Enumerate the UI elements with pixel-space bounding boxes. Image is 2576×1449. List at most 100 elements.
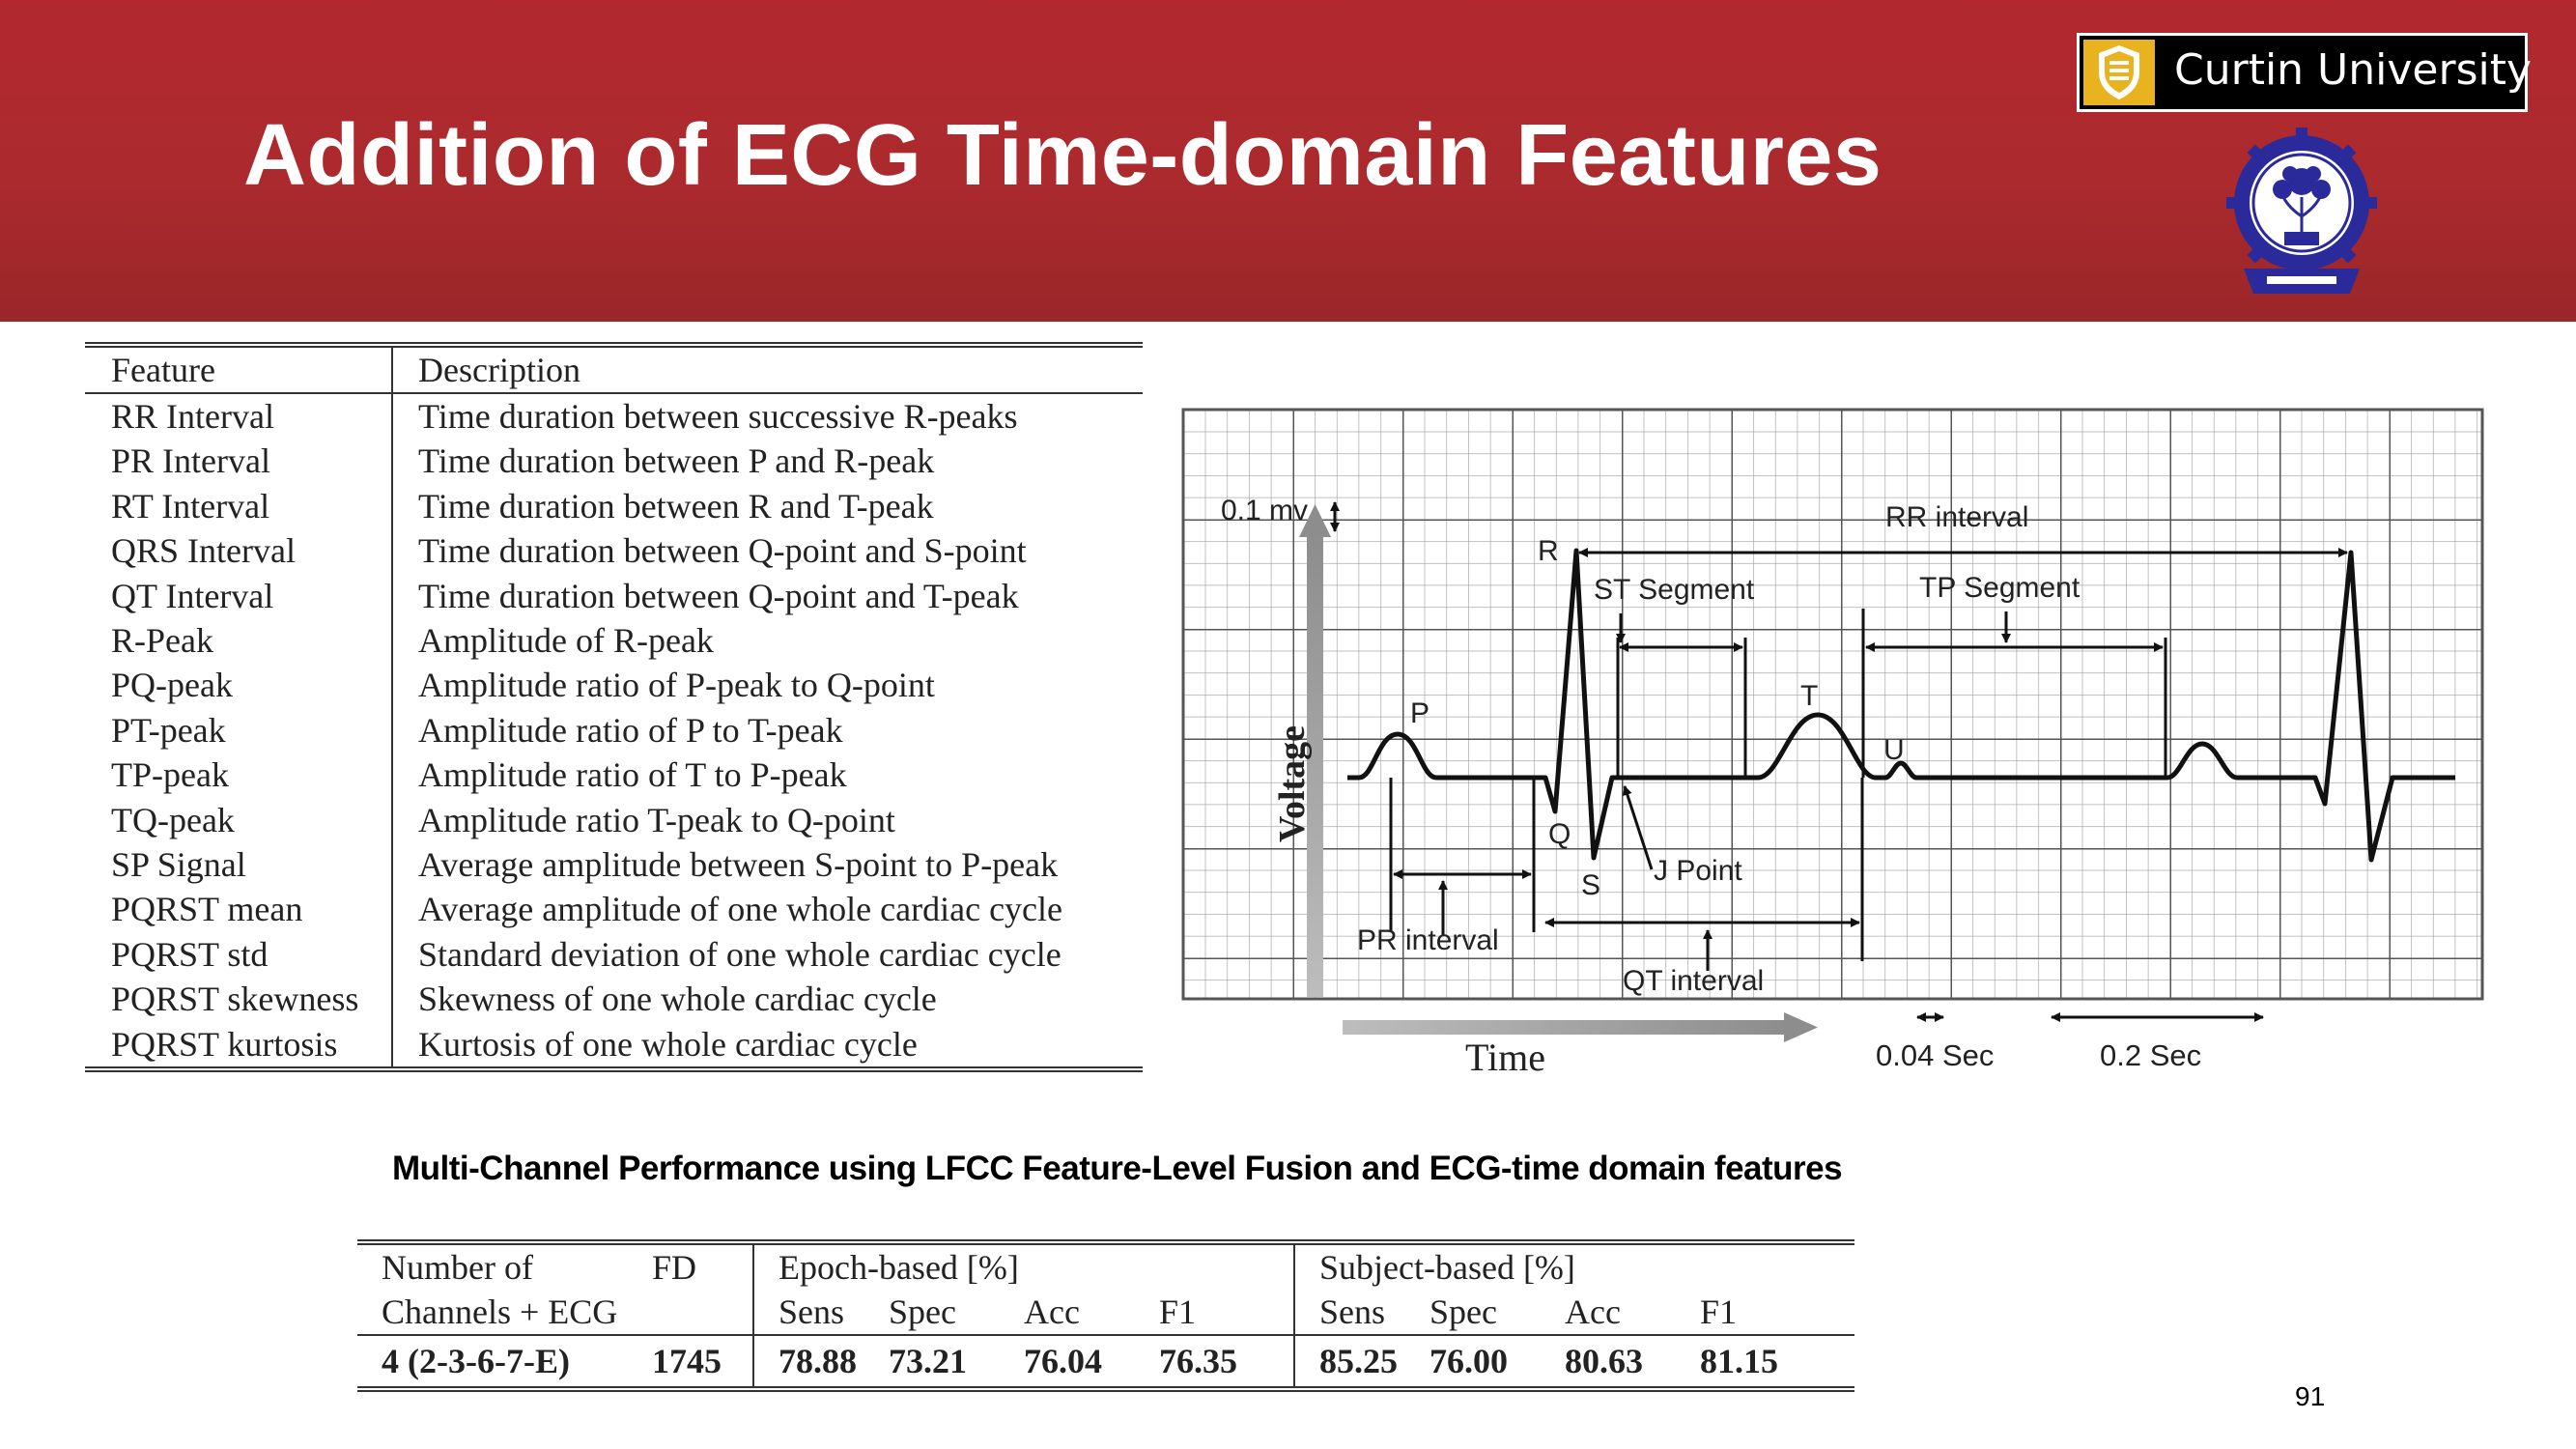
- voltage-axis-arrow: [1299, 504, 1331, 997]
- svg-text:0.04 Sec: 0.04 Sec: [1876, 1038, 1994, 1072]
- description-cell: Standard deviation of one whole cardiac …: [418, 934, 1062, 974]
- performance-subheader-row: Channels + ECG Sens Spec Acc F1 Sens Spe…: [357, 1290, 1854, 1336]
- col-header-channels-ecg: Channels + ECG: [357, 1290, 652, 1336]
- feature-cell: PQRST mean: [85, 887, 393, 932]
- scale-small-time: 0.04 Sec: [1876, 1012, 1994, 1072]
- svg-text:0.1 mv: 0.1 mv: [1221, 495, 1308, 526]
- table-row: PQRST skewness Skewness of one whole card…: [85, 977, 1143, 1022]
- col-header-feature: Feature: [85, 342, 393, 394]
- table-row: PR Interval Time duration between P and R…: [85, 439, 1143, 484]
- subject-spec-cell: 76.00: [1430, 1335, 1565, 1392]
- epoch-spec-cell: 73.21: [889, 1335, 1024, 1392]
- svg-text:QT interval: QT interval: [1623, 965, 1764, 997]
- ecg-trace: [1347, 548, 2455, 863]
- curtin-logo-name: Curtin University: [2174, 45, 2533, 95]
- feature-cell: PQRST kurtosis: [85, 1021, 393, 1073]
- description-cell: Time duration between R and T-peak: [418, 486, 934, 526]
- j-point-marker: J Point: [1623, 785, 1742, 887]
- metric-header: Acc: [1565, 1290, 1700, 1336]
- description-cell: Time duration between successive R-peaks: [418, 397, 1018, 436]
- metric-header: Acc: [1024, 1290, 1159, 1336]
- pr-interval-marker: PR interval: [1357, 778, 1536, 956]
- group-header-subject: Subject-based [%]: [1293, 1239, 1854, 1290]
- feature-cell: QRS Interval: [85, 528, 393, 574]
- slide-title: Addition of ECG Time-domain Features: [243, 107, 1882, 204]
- svg-text:TP Segment: TP Segment: [1919, 572, 2081, 604]
- table-row: PQ-peak Amplitude ratio of P-peak to Q-po…: [85, 663, 1143, 708]
- wave-label-r: R: [1538, 535, 1559, 567]
- subject-f1-cell: 81.15: [1700, 1335, 1854, 1392]
- table-row: R-Peak Amplitude of R-peak: [85, 618, 1143, 664]
- svg-text:ST Segment: ST Segment: [1594, 574, 1755, 606]
- description-cell: Average amplitude of one whole cardiac c…: [418, 890, 1063, 929]
- svg-text:RR interval: RR interval: [1885, 501, 2028, 533]
- wave-label-t: T: [1800, 680, 1818, 712]
- subject-acc-cell: 80.63: [1565, 1335, 1700, 1392]
- feature-cell: PQRST std: [85, 931, 393, 978]
- feature-cell: TP-peak: [85, 753, 393, 798]
- wave-label-q: Q: [1548, 818, 1571, 850]
- rr-interval-marker: RR interval: [1578, 501, 2348, 557]
- wave-label-u: U: [1883, 734, 1905, 766]
- metric-header: Sens: [1293, 1290, 1430, 1336]
- table-row: RR Interval Time duration between success…: [85, 393, 1143, 440]
- table-row: PT-peak Amplitude ratio of P to T-peak: [85, 707, 1143, 753]
- ecg-waveform-diagram: Voltage Time 0.1 mv R P T U Q S RR inter…: [1181, 408, 2484, 1072]
- curtin-crest-icon: [2083, 40, 2155, 105]
- table-row: 4 (2-3-6-7-E) 1745 78.88 73.21 76.04 76.…: [357, 1335, 1854, 1392]
- feature-cell: PR Interval: [85, 439, 393, 484]
- tp-segment-marker: TP Segment: [1861, 572, 2167, 778]
- description-cell: Kurtosis of one whole cardiac cycle: [392, 1021, 1143, 1073]
- col-header-description: Description: [392, 342, 1143, 394]
- svg-text:0.2 Sec: 0.2 Sec: [2100, 1038, 2201, 1072]
- col-header-fd: FD: [652, 1239, 753, 1290]
- feature-cell: PT-peak: [85, 707, 393, 753]
- table-row: PQRST kurtosis Kurtosis of one whole card…: [85, 1021, 1143, 1073]
- qt-interval-marker: QT interval: [1544, 778, 1864, 997]
- epoch-acc-cell: 76.04: [1024, 1335, 1159, 1392]
- feature-cell: TQ-peak: [85, 797, 393, 843]
- feature-table-header: Feature Description: [85, 342, 1143, 394]
- time-axis-arrow: [1343, 1012, 1818, 1042]
- feature-cell: RR Interval: [85, 393, 393, 440]
- iit-seal-icon: [2226, 128, 2377, 294]
- feature-table: Feature Description RR Interval Time dura…: [85, 342, 1143, 1073]
- description-cell: Amplitude ratio of T to P-peak: [418, 755, 847, 795]
- table-row: SP Signal Average amplitude between S-poi…: [85, 842, 1143, 888]
- performance-table: Number of FD Epoch-based [%] Subject-bas…: [357, 1239, 1854, 1392]
- svg-text:J Point: J Point: [1654, 855, 1742, 887]
- table-row: PQRST mean Average amplitude of one whole…: [85, 887, 1143, 932]
- metric-header: F1: [1700, 1290, 1854, 1336]
- metric-header: Sens: [752, 1290, 889, 1336]
- metric-header: Spec: [889, 1290, 1024, 1336]
- subject-sens-cell: 85.25: [1293, 1335, 1430, 1392]
- feature-cell: SP Signal: [85, 842, 393, 888]
- description-cell: Amplitude ratio of P to T-peak: [418, 710, 843, 750]
- feature-cell: R-Peak: [85, 618, 393, 664]
- feature-cell: PQ-peak: [85, 663, 393, 708]
- description-cell: Skewness of one whole cardiac cycle: [418, 980, 937, 1019]
- table-row: PQRST std Standard deviation of one whole…: [85, 931, 1143, 978]
- performance-caption: Multi-Channel Performance using LFCC Fea…: [392, 1150, 1843, 1187]
- wave-label-p: P: [1410, 697, 1430, 729]
- time-axis-label: Time: [1465, 1036, 1545, 1072]
- curtin-logo: Curtin University: [2077, 33, 2532, 112]
- feature-cell: PQRST skewness: [85, 977, 393, 1022]
- voltage-axis-label: Voltage: [1272, 725, 1313, 842]
- epoch-sens-cell: 78.88: [752, 1335, 889, 1392]
- scale-voltage: 0.1 mv: [1221, 495, 1340, 532]
- scale-large-time: 0.2 Sec: [2051, 1012, 2264, 1072]
- description-cell: Time duration between Q-point and T-peak: [418, 576, 1019, 615]
- channels-cell: 4 (2-3-6-7-E): [357, 1335, 652, 1392]
- table-row: TQ-peak Amplitude ratio T-peak to Q-point: [85, 797, 1143, 843]
- ecg-grid: [1181, 408, 2484, 1001]
- description-cell: Average amplitude between S-point to P-p…: [418, 845, 1059, 885]
- col-header-channels: Number of: [357, 1239, 652, 1290]
- description-cell: Amplitude ratio T-peak to Q-point: [418, 800, 895, 839]
- table-row: QT Interval Time duration between Q-point…: [85, 573, 1143, 619]
- page-number: 91: [2295, 1381, 2326, 1411]
- description-cell: Amplitude of R-peak: [418, 621, 714, 661]
- description-cell: Amplitude ratio of P-peak to Q-point: [418, 666, 935, 705]
- st-segment-marker: ST Segment: [1594, 574, 1755, 778]
- table-row: TP-peak Amplitude ratio of T to P-peak: [85, 753, 1143, 798]
